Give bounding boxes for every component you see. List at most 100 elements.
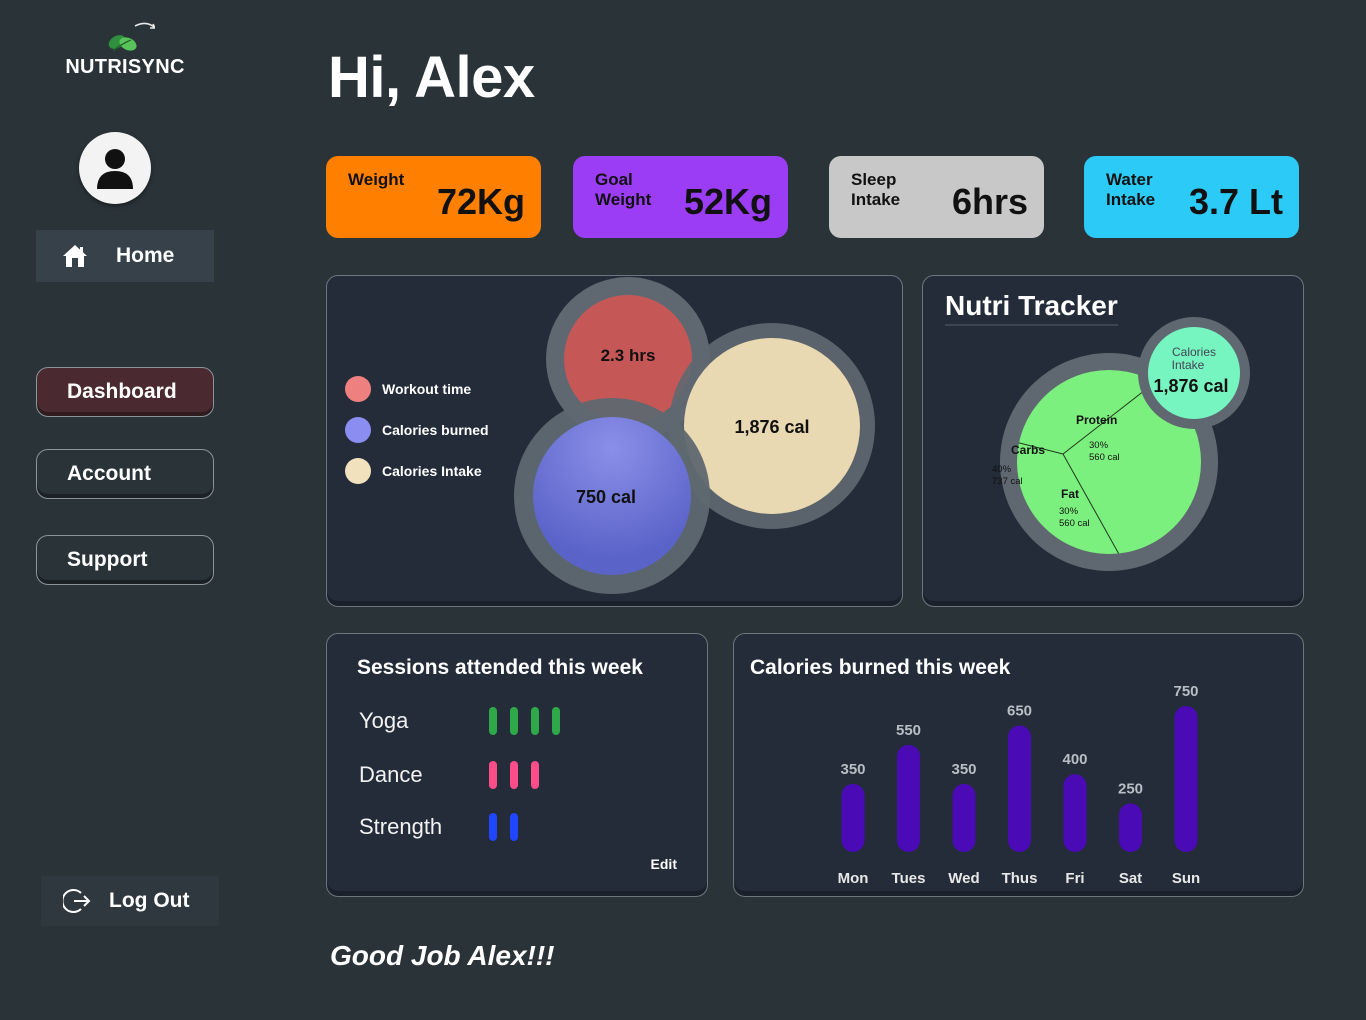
session-pill [552,707,560,735]
nav-support-button[interactable]: Support [36,535,214,585]
water-value: 3.7 Lt [1188,181,1283,222]
nutri-tracker-title: Nutri Tracker [945,290,1118,326]
logout-button[interactable]: Log Out [41,876,219,926]
session-row-yoga: Yoga [359,707,573,735]
legend-dot-workout [345,376,371,402]
bar-category-label: Wed [948,870,979,887]
bar-category-label: Sat [1119,870,1142,887]
carbs-percent: 40% [992,464,1012,475]
legend-item-workout: Workout time [345,376,489,402]
burned-bubble [533,417,691,575]
session-row-dance: Dance [359,761,552,789]
protein-label: Protein [1076,413,1117,427]
sleep-label-1: Sleep [851,170,897,189]
nutri-pie-chart: Carbs 40% 737 cal Protein 30% 560 cal Fa… [992,317,1250,571]
legend-label-burned: Calories burned [382,422,489,438]
calories-bar-chart: 350 Mon 550 Tues 350 Wed 650 Thus 400 Fri 250 Sat 75… [838,683,1201,887]
pie-divider-protein [1062,453,1120,554]
bar-category-label: Fri [1065,870,1084,887]
session-pill [531,761,539,789]
bar-mon [841,783,865,852]
session-row-strength: Strength [359,813,531,841]
intake-bubble [684,338,860,514]
bar-category-label: Tues [892,870,926,887]
goal-weight-card: Goal Weight 52Kg [573,156,788,238]
logout-label: Log Out [109,889,190,912]
bar-tues [897,744,920,852]
nav-dashboard-button[interactable]: Dashboard [36,367,214,417]
intake-bubble-value: 1,876 cal [734,417,809,437]
leaf-logo-icon [108,22,155,52]
sessions-panel: Sessions attended this week Yoga Dance S… [326,633,708,897]
nav-support-label: Support [67,548,148,571]
activity-bubble-chart: 2.3 hrs 1,876 cal 750 cal [514,277,875,594]
session-pill [531,707,539,735]
legend-item-intake: Calories Intake [345,458,489,484]
weight-card: Weight 72Kg [326,156,541,238]
protein-percent: 30% [1089,440,1109,451]
session-name-yoga: Yoga [359,708,409,733]
avatar[interactable] [79,132,151,204]
bar-category-label: Sun [1172,870,1200,887]
legend-dot-intake [345,458,371,484]
legend-item-burned: Calories burned [345,417,489,443]
sessions-title: Sessions attended this week [357,656,643,679]
session-pill [510,707,518,735]
bar-value-label: 650 [1007,702,1032,719]
session-pill [510,813,518,841]
activity-legend: Workout time Calories burned Calories In… [345,376,489,499]
bar-sun [1174,706,1198,852]
logout-icon [63,889,91,913]
bar-value-label: 350 [840,761,865,778]
fat-cal: 560 cal [1059,518,1090,529]
goal-weight-label-1: Goal [595,170,633,189]
sleep-card: Sleep Intake 6hrs [829,156,1044,238]
weight-value: 72Kg [436,181,525,222]
home-icon [63,245,87,267]
pie-base [1017,370,1201,554]
nutri-tracker-panel: Carbs 40% 737 cal Protein 30% 560 cal Fa… [922,275,1304,607]
session-pills-dance [489,761,552,789]
fat-label: Fat [1061,487,1079,501]
home-button[interactable]: Home [36,230,214,282]
edit-sessions-link[interactable]: Edit [650,856,677,872]
legend-label-intake: Calories Intake [382,463,482,479]
bar-category-label: Mon [838,870,869,887]
page-title: Hi, Alex [328,45,535,110]
goal-weight-value: 52Kg [683,181,772,222]
bar-value-label: 350 [951,761,976,778]
calories-week-panel: Calories burned this week 350 Mon 550 Tues 3… [733,633,1304,897]
bar-value-label: 400 [1062,751,1087,768]
nav-account-label: Account [67,462,151,485]
goal-weight-label-2: Weight [595,190,652,209]
logo: NUTRISYNC [60,18,190,79]
app-name: NUTRISYNC [65,56,185,78]
session-pills-strength [489,813,531,841]
session-pill [489,813,497,841]
calories-intake-label-2: Intake [1172,358,1205,372]
nav-account-button[interactable]: Account [36,449,214,499]
burned-bubble-value: 750 cal [576,487,636,507]
weight-label: Weight [348,170,405,189]
carbs-label: Carbs [1011,443,1045,457]
calories-intake-label-1: Calories [1172,345,1216,359]
bar-sat [1119,803,1142,852]
session-name-dance: Dance [359,762,423,787]
calories-intake-bubble [1148,327,1240,419]
legend-dot-burned [345,417,371,443]
bar-fri [1063,774,1087,852]
pie-divider-carbs [1062,381,1156,455]
session-pills-yoga [489,707,573,735]
home-label: Home [116,244,175,267]
bar-category-label: Thus [1002,870,1038,887]
bar-value-label: 250 [1118,780,1143,797]
bar-wed [952,783,976,852]
sleep-value: 6hrs [951,181,1028,222]
bar-value-label: 550 [896,722,921,739]
carbs-cal: 737 cal [992,476,1023,487]
sleep-label-2: Intake [851,190,901,209]
session-name-strength: Strength [359,814,443,839]
water-card: Water Intake 3.7 Lt [1084,156,1299,238]
bar-thus [1008,725,1031,852]
session-pill [489,761,497,789]
